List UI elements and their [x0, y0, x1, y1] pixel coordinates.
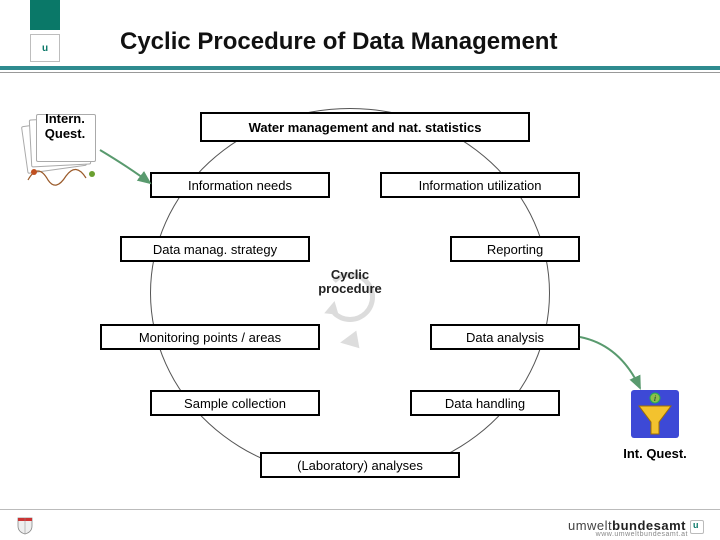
node-sample: Sample collection — [150, 390, 320, 416]
cycle-ellipse-arrowhead — [339, 331, 360, 352]
node-info-util: Information utilization — [380, 172, 580, 198]
center-label: Cyclic procedure — [300, 268, 400, 297]
node-info-needs: Information needs — [150, 172, 330, 198]
node-top: Water management and nat. statistics — [200, 112, 530, 142]
footer-bar: umweltbundesamt www.umweltbundesamt.at — [0, 510, 720, 540]
intern-quest-doodle-icon — [26, 160, 106, 190]
header-accent-bar — [30, 0, 60, 30]
node-data-strategy: Data manag. strategy — [120, 236, 310, 262]
node-data-analysis: Data analysis — [430, 324, 580, 350]
int-quest-label: Int. Quest. — [620, 447, 690, 461]
int-quest-box: i Int. Quest. — [620, 388, 690, 468]
node-data-handling: Data handling — [410, 390, 560, 416]
header-logo-glyph: u — [42, 43, 48, 54]
header-rule-thin — [0, 72, 720, 73]
page-title: Cyclic Procedure of Data Management — [120, 28, 680, 56]
funnel-icon: i — [629, 388, 681, 440]
footer-brand: umweltbundesamt www.umweltbundesamt.at — [568, 518, 704, 534]
footer-brand-mark-icon — [690, 520, 704, 534]
header-logo-box: u — [30, 34, 60, 62]
coat-of-arms-icon — [14, 514, 36, 536]
node-reporting: Reporting — [450, 236, 580, 262]
slide-root: u Cyclic Procedure of Data Management Cy… — [0, 0, 720, 540]
center-label-line1: Cyclic — [331, 267, 369, 282]
intern-quest-label: Intern. Quest. — [28, 112, 102, 142]
header-rule-thick — [0, 66, 720, 70]
node-laboratory: (Laboratory) analyses — [260, 452, 460, 478]
svg-text:i: i — [654, 394, 656, 403]
footer-url: www.umweltbundesamt.at — [596, 531, 688, 538]
node-monitoring: Monitoring points / areas — [100, 324, 320, 350]
center-label-line2: procedure — [318, 281, 382, 296]
